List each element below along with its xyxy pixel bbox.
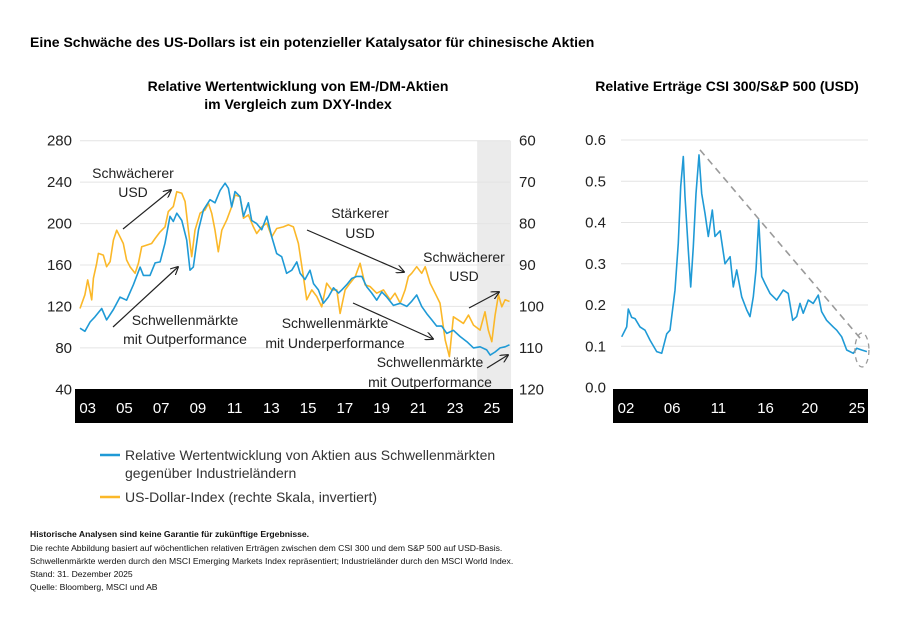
annotations: Schwächerer USD Schwellenmärkte mit Outp… <box>92 165 508 390</box>
y-tick-label: 0.2 <box>585 297 606 314</box>
annotation-em-outperformance-1: Schwellenmärkte <box>132 312 239 328</box>
y-left-tick-label: 80 <box>55 340 72 357</box>
x-tick-label: 02 <box>618 400 635 417</box>
annotation-em-underperformance-line2: mit Underperformance <box>265 335 404 351</box>
x-tick-label: 06 <box>664 400 681 417</box>
legend-label-dxy: US-Dollar-Index (rechte Skala, invertier… <box>125 489 377 505</box>
y-right-tick-label: 120 <box>519 381 544 398</box>
x-tick-label: 17 <box>337 400 354 417</box>
y-left-tick-label: 40 <box>55 381 72 398</box>
footnote-date: Stand: 31. Dezember 2025 <box>30 569 133 579</box>
left-chart-title-line2: im Vergleich zum DXY-Index <box>204 96 392 112</box>
arrow-em-underperformance <box>352 302 433 339</box>
arrow-weaker-usd-1 <box>122 190 171 230</box>
annotation-stronger-usd: Stärkerer <box>331 205 389 221</box>
x-tick-label: 19 <box>373 400 390 417</box>
y-right-tick-label: 110 <box>519 340 543 357</box>
right-chart: 0.0 0.1 0.2 0.3 0.4 0.5 0.6 02 06 11 16 20 25 <box>585 132 870 423</box>
x-tick-label: 05 <box>116 400 133 417</box>
footnote-disclaimer: Historische Analysen sind keine Garantie… <box>30 529 309 539</box>
x-tick-label: 20 <box>801 400 818 417</box>
y-right-tick-label: 60 <box>519 133 536 150</box>
legend: Relative Wertentwicklung von Aktien aus … <box>100 447 495 505</box>
y-right-tick-label: 90 <box>519 257 536 274</box>
arrow-em-outperformance-1 <box>112 267 178 328</box>
y-tick-label: 0.3 <box>585 256 606 273</box>
footnote-line-2: Schwellenmärkte werden durch den MSCI Em… <box>30 556 513 566</box>
y-left-tick-label: 240 <box>47 174 72 191</box>
y-tick-label: 0.5 <box>585 173 606 190</box>
x-tick-label: 16 <box>757 400 774 417</box>
annotation-weaker-usd-2-line2: USD <box>449 268 479 284</box>
y-tick-label: 0.4 <box>585 215 606 232</box>
legend-label-em-dm: Relative Wertentwicklung von Aktien aus … <box>125 447 495 463</box>
y-left-tick-label: 200 <box>47 216 72 233</box>
series-line-em-dm <box>79 182 510 356</box>
arrow-stronger-usd <box>306 229 404 272</box>
x-axis-bar <box>75 389 513 423</box>
x-tick-label: 23 <box>447 400 464 417</box>
annotation-em-outperformance-1-line2: mit Outperformance <box>123 331 247 347</box>
x-tick-label: 13 <box>263 400 280 417</box>
arrow-em-outperformance-2 <box>486 355 508 369</box>
series-line-csi300-sp500 <box>620 154 868 355</box>
annotation-em-underperformance: Schwellenmärkte <box>282 315 389 331</box>
main-title: Eine Schwäche des US-Dollars ist ein pot… <box>30 34 594 50</box>
y-left-tick-label: 280 <box>47 133 72 150</box>
left-chart-title-line1: Relative Wertentwicklung von EM-/DM-Akti… <box>148 78 449 94</box>
annotation-weaker-usd-1-line2: USD <box>118 184 148 200</box>
footnotes: Historische Analysen sind keine Garantie… <box>30 529 513 592</box>
right-chart-title: Relative Erträge CSI 300/S&P 500 (USD) <box>595 78 859 94</box>
y-right-tick-label: 100 <box>519 298 544 315</box>
y-tick-label: 0.6 <box>585 132 606 149</box>
x-tick-label: 25 <box>483 400 500 417</box>
annotation-weaker-usd-1: Schwächerer <box>92 165 174 181</box>
x-tick-label: 25 <box>849 400 866 417</box>
x-tick-label: 11 <box>227 400 243 417</box>
x-tick-label: 21 <box>410 400 427 417</box>
annotation-weaker-usd-2: Schwächerer <box>423 249 505 265</box>
trend-line <box>699 149 863 341</box>
footnote-source: Quelle: Bloomberg, MSCI und AB <box>30 582 158 592</box>
left-chart: 40 80 120 160 200 240 280 60 70 80 90 100 110 120 03 05… <box>47 133 544 423</box>
x-tick-label: 03 <box>79 400 96 417</box>
legend-label-em-dm-line2: gegenüber Industrieländern <box>125 465 296 481</box>
y-tick-label: 0.1 <box>585 338 606 355</box>
y-left-tick-label: 160 <box>47 257 72 274</box>
y-right-tick-label: 80 <box>519 216 536 233</box>
x-tick-label: 09 <box>190 400 207 417</box>
highlight-circle <box>854 332 870 368</box>
x-tick-label: 07 <box>153 400 170 417</box>
annotation-em-outperformance-2: Schwellenmärkte <box>377 354 484 370</box>
x-tick-label: 15 <box>300 400 317 417</box>
arrow-weaker-usd-2 <box>468 292 499 309</box>
annotation-em-outperformance-2-line2: mit Outperformance <box>368 374 492 390</box>
y-left-tick-label: 120 <box>47 298 72 315</box>
y-tick-label: 0.0 <box>585 380 606 397</box>
annotation-stronger-usd-line2: USD <box>345 225 375 241</box>
footnote-line-1: Die rechte Abbildung basiert auf wöchent… <box>30 543 502 553</box>
y-right-tick-label: 70 <box>519 174 536 191</box>
x-axis-bar <box>613 389 868 423</box>
x-tick-label: 11 <box>711 400 727 417</box>
